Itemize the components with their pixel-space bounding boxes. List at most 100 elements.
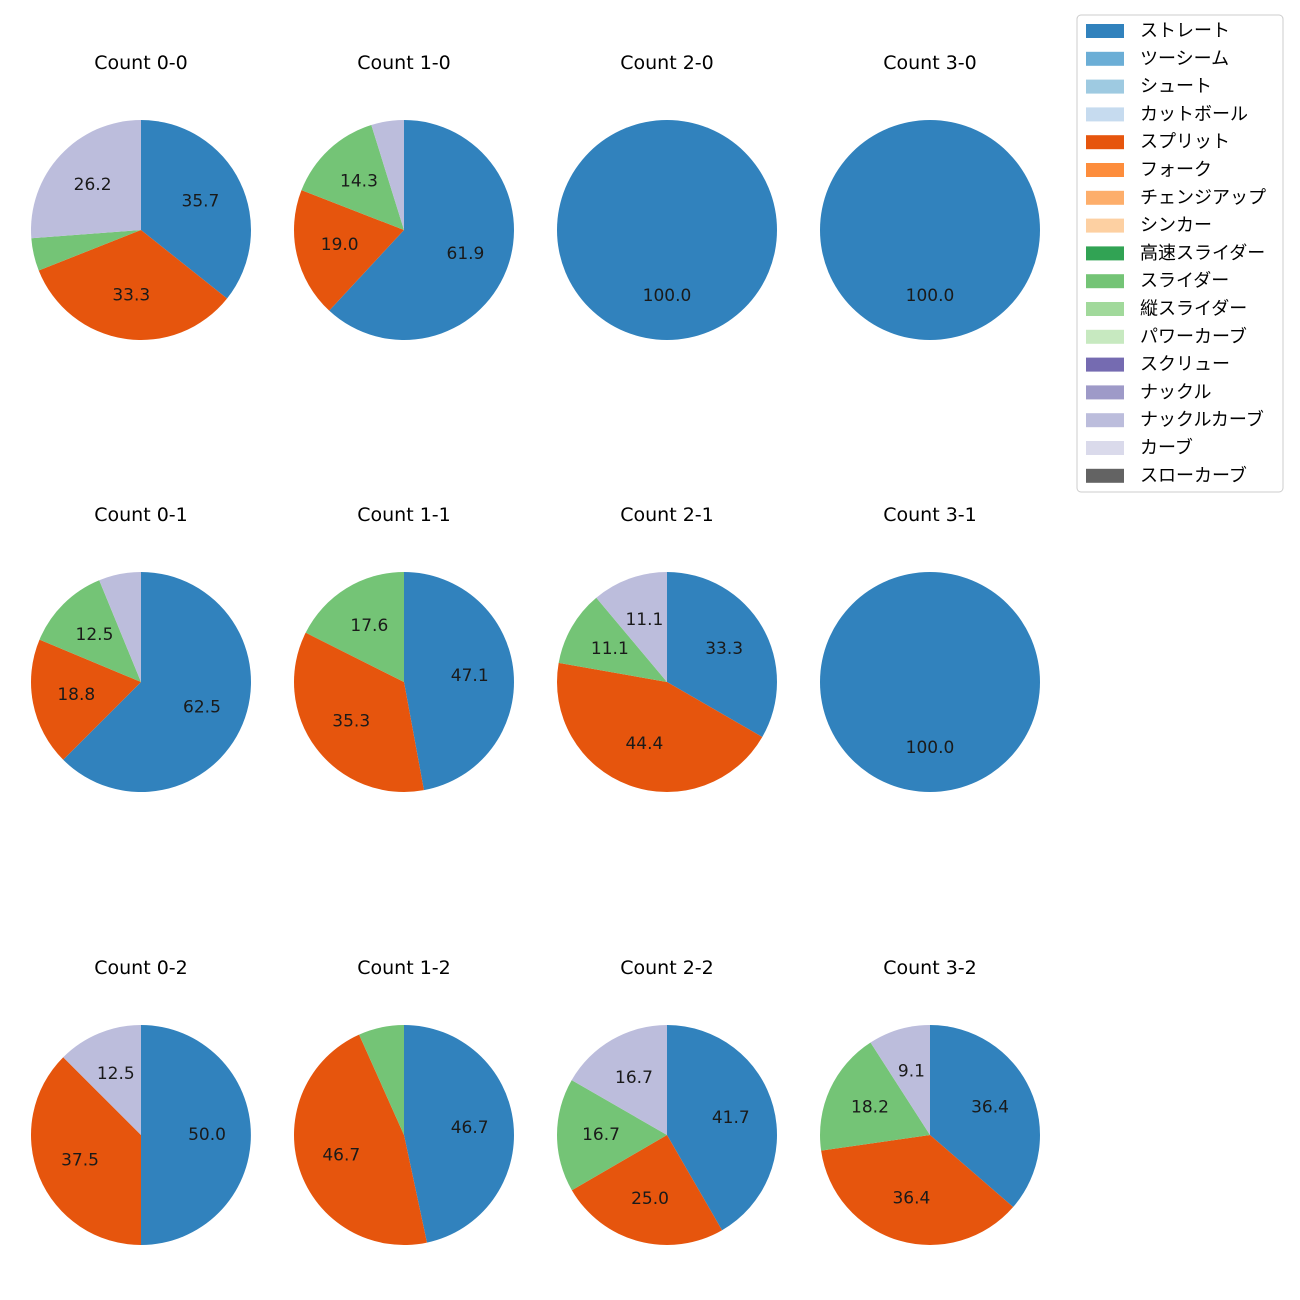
slice-label: 33.3 [705, 639, 743, 659]
pie-count-3-2: Count 3-2 36.4 36.4 18.2 9.1 [819, 957, 1040, 1245]
legend-label: フォーク [1140, 160, 1212, 181]
legend-swatch [1086, 441, 1124, 455]
slice-label: 36.4 [892, 1188, 930, 1208]
slice-label: 46.7 [322, 1145, 360, 1165]
slice-count-3-2-2 [821, 1135, 1014, 1245]
pie-count-1-1: Count 1-1 47.1 35.3 17.6 [293, 504, 514, 792]
slice-count-1-0-3 [301, 124, 404, 230]
slice-label: 44.4 [625, 734, 663, 754]
slice-label: 35.3 [332, 712, 370, 732]
slice-count-1-0-4 [371, 120, 404, 230]
slice-label: 33.3 [112, 285, 150, 305]
legend-label: スローカーブ [1140, 464, 1247, 486]
chart-title: Count 2-1 [620, 504, 714, 526]
legend-item: スクリュー [1086, 354, 1230, 375]
slice-count-2-0-1 [557, 120, 777, 340]
slice-count-0-2-3 [63, 1025, 141, 1135]
legend-label: 高速スライダー [1140, 243, 1265, 264]
slice-count-0-1-4 [99, 572, 141, 682]
legend-item: シンカー [1086, 215, 1212, 236]
legend-item: チェンジアップ [1086, 187, 1266, 208]
slice-count-0-1-2 [31, 639, 142, 760]
chart-title: Count 1-2 [357, 957, 451, 979]
chart-title: Count 2-0 [620, 52, 714, 74]
slice-label: 11.1 [625, 610, 663, 630]
chart-title: Count 2-2 [620, 957, 714, 979]
slice-label: 37.5 [61, 1150, 99, 1170]
slice-label: 100.0 [906, 738, 955, 758]
slice-count-2-1-1 [667, 572, 777, 737]
chart-title: Count 0-1 [94, 504, 188, 526]
chart-title: Count 3-1 [883, 504, 977, 526]
slice-count-3-2-4 [870, 1025, 930, 1135]
slice-count-2-2-2 [571, 1135, 723, 1245]
legend-label: スライダー [1140, 271, 1229, 292]
legend-label: チェンジアップ [1140, 187, 1266, 208]
slice-count-2-2-4 [571, 1025, 667, 1135]
legend-swatch [1086, 274, 1124, 289]
legend-label: ナックルカーブ [1140, 409, 1264, 431]
slice-label: 11.1 [591, 639, 629, 659]
slice-label: 61.9 [447, 244, 485, 264]
legend-item: カットボール [1086, 104, 1248, 125]
legend-label: 縦スライダー [1140, 299, 1247, 320]
slice-label: 16.7 [582, 1125, 620, 1145]
legend-item: 高速スライダー [1086, 243, 1265, 264]
legend-item: 縦スライダー [1086, 299, 1247, 320]
pie-count-1-2: Count 1-2 46.7 46.7 [294, 957, 514, 1245]
legend-label: シンカー [1140, 215, 1212, 236]
slice-count-2-1-4 [596, 572, 667, 682]
slice-count-2-2-1 [667, 1025, 777, 1231]
slice-label: 62.5 [183, 697, 221, 717]
chart-title: Count 3-2 [883, 957, 977, 979]
slice-count-3-2-1 [930, 1025, 1040, 1208]
slice-count-0-2-1 [141, 1025, 251, 1245]
slice-label: 35.7 [182, 191, 220, 211]
slice-label: 18.2 [851, 1098, 889, 1118]
legend-frame [1076, 14, 1284, 493]
slice-count-0-0-2 [38, 230, 228, 341]
slice-count-2-1-2 [556, 662, 763, 793]
slice-count-1-2-3 [359, 1025, 404, 1135]
chart-title: Count 1-0 [357, 52, 451, 74]
slice-count-2-2-3 [556, 1080, 667, 1191]
pie-count-3-1: Count 3-1 100.0 [820, 504, 1040, 792]
legend-item: ツーシーム [1086, 48, 1229, 69]
legend-label: パワーカーブ [1140, 325, 1247, 347]
slice-count-0-0-1 [141, 120, 251, 299]
legend-label: カットボール [1140, 104, 1248, 125]
pie-count-0-2: Count 0-2 50.0 37.5 12.5 [31, 957, 251, 1245]
slice-count-3-1-1 [820, 572, 1040, 792]
slice-label: 36.4 [971, 1098, 1009, 1118]
legend-swatch [1086, 329, 1124, 344]
legend-swatch [1086, 79, 1124, 94]
slice-label: 18.8 [57, 685, 95, 705]
slice-label: 100.0 [906, 286, 955, 306]
legend-label: カーブ [1140, 437, 1193, 459]
slice-label: 50.0 [188, 1125, 226, 1145]
legend-swatch [1086, 135, 1124, 150]
legend-swatch [1086, 163, 1124, 177]
legend-item: スライダー [1086, 271, 1229, 292]
legend-swatch [1086, 107, 1124, 122]
legend-item: パワーカーブ [1086, 325, 1247, 347]
slice-count-0-0-3 [31, 230, 141, 271]
legend-item: スローカーブ [1086, 464, 1247, 486]
slice-label: 100.0 [643, 286, 692, 306]
slice-label: 12.5 [76, 625, 114, 645]
legend-swatch [1086, 246, 1124, 261]
legend-item: スプリット [1086, 132, 1230, 153]
chart-title: Count 0-0 [94, 52, 188, 74]
legend-swatch [1086, 413, 1124, 428]
slice-count-1-1-2 [293, 632, 424, 792]
slice-count-1-2-1 [404, 1025, 514, 1243]
legend-label: スクリュー [1140, 354, 1230, 375]
slice-count-1-2-2 [294, 1034, 427, 1245]
legend-label: ナックル [1140, 382, 1211, 403]
pie-count-0-0: Count 0-0 35.7 33.3 26.2 [30, 52, 251, 341]
chart-title: Count 3-0 [883, 52, 977, 74]
slice-count-1-1-3 [305, 572, 404, 682]
legend-item: ナックルカーブ [1086, 409, 1264, 431]
legend-swatch [1086, 24, 1124, 38]
